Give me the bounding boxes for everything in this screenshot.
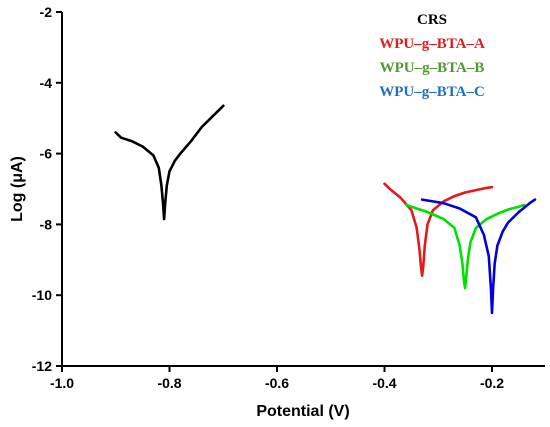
x-tick-label: -0.2 xyxy=(480,375,504,391)
x-tick-label: -0.4 xyxy=(372,375,396,391)
y-tick-label: -12 xyxy=(32,358,52,374)
legend-entry: WPU–g–BTA–C xyxy=(379,84,485,100)
legend-entry: WPU–g–BTA–A xyxy=(379,36,485,52)
x-tick-label: -0.8 xyxy=(157,375,181,391)
y-tick-label: -6 xyxy=(40,146,53,162)
plot-area: -1.0 -0.8 -0.6 -0.4 -0.2 -12 -10 -8 -6 -4 -2 xyxy=(32,4,545,391)
x-axis-title: Potential (V) xyxy=(256,403,349,420)
legend-entry: WPU–g–BTA–B xyxy=(380,60,485,76)
y-tick-label: -2 xyxy=(40,4,53,20)
axis-ticks: -1.0 -0.8 -0.6 -0.4 -0.2 -12 -10 -8 -6 -4 -2 xyxy=(32,4,505,391)
series-line-wpu-g-bta-b xyxy=(404,203,526,290)
series-line-wpu-g-bta-a xyxy=(383,182,494,277)
y-tick-label: -4 xyxy=(40,75,53,91)
series-line-crs xyxy=(114,104,225,221)
data-series xyxy=(114,104,537,315)
y-tick-label: -8 xyxy=(40,216,53,232)
y-axis-title: Log (μA) xyxy=(9,156,26,222)
legend-entry: CRS xyxy=(417,12,447,28)
x-tick-label: -1.0 xyxy=(50,375,74,391)
x-tick-label: -0.6 xyxy=(265,375,289,391)
y-tick-label: -10 xyxy=(32,287,52,303)
series-line-wpu-g-bta-c xyxy=(420,198,537,315)
legend: CRS WPU–g–BTA–A WPU–g–BTA–B WPU–g–BTA–C xyxy=(379,12,485,100)
